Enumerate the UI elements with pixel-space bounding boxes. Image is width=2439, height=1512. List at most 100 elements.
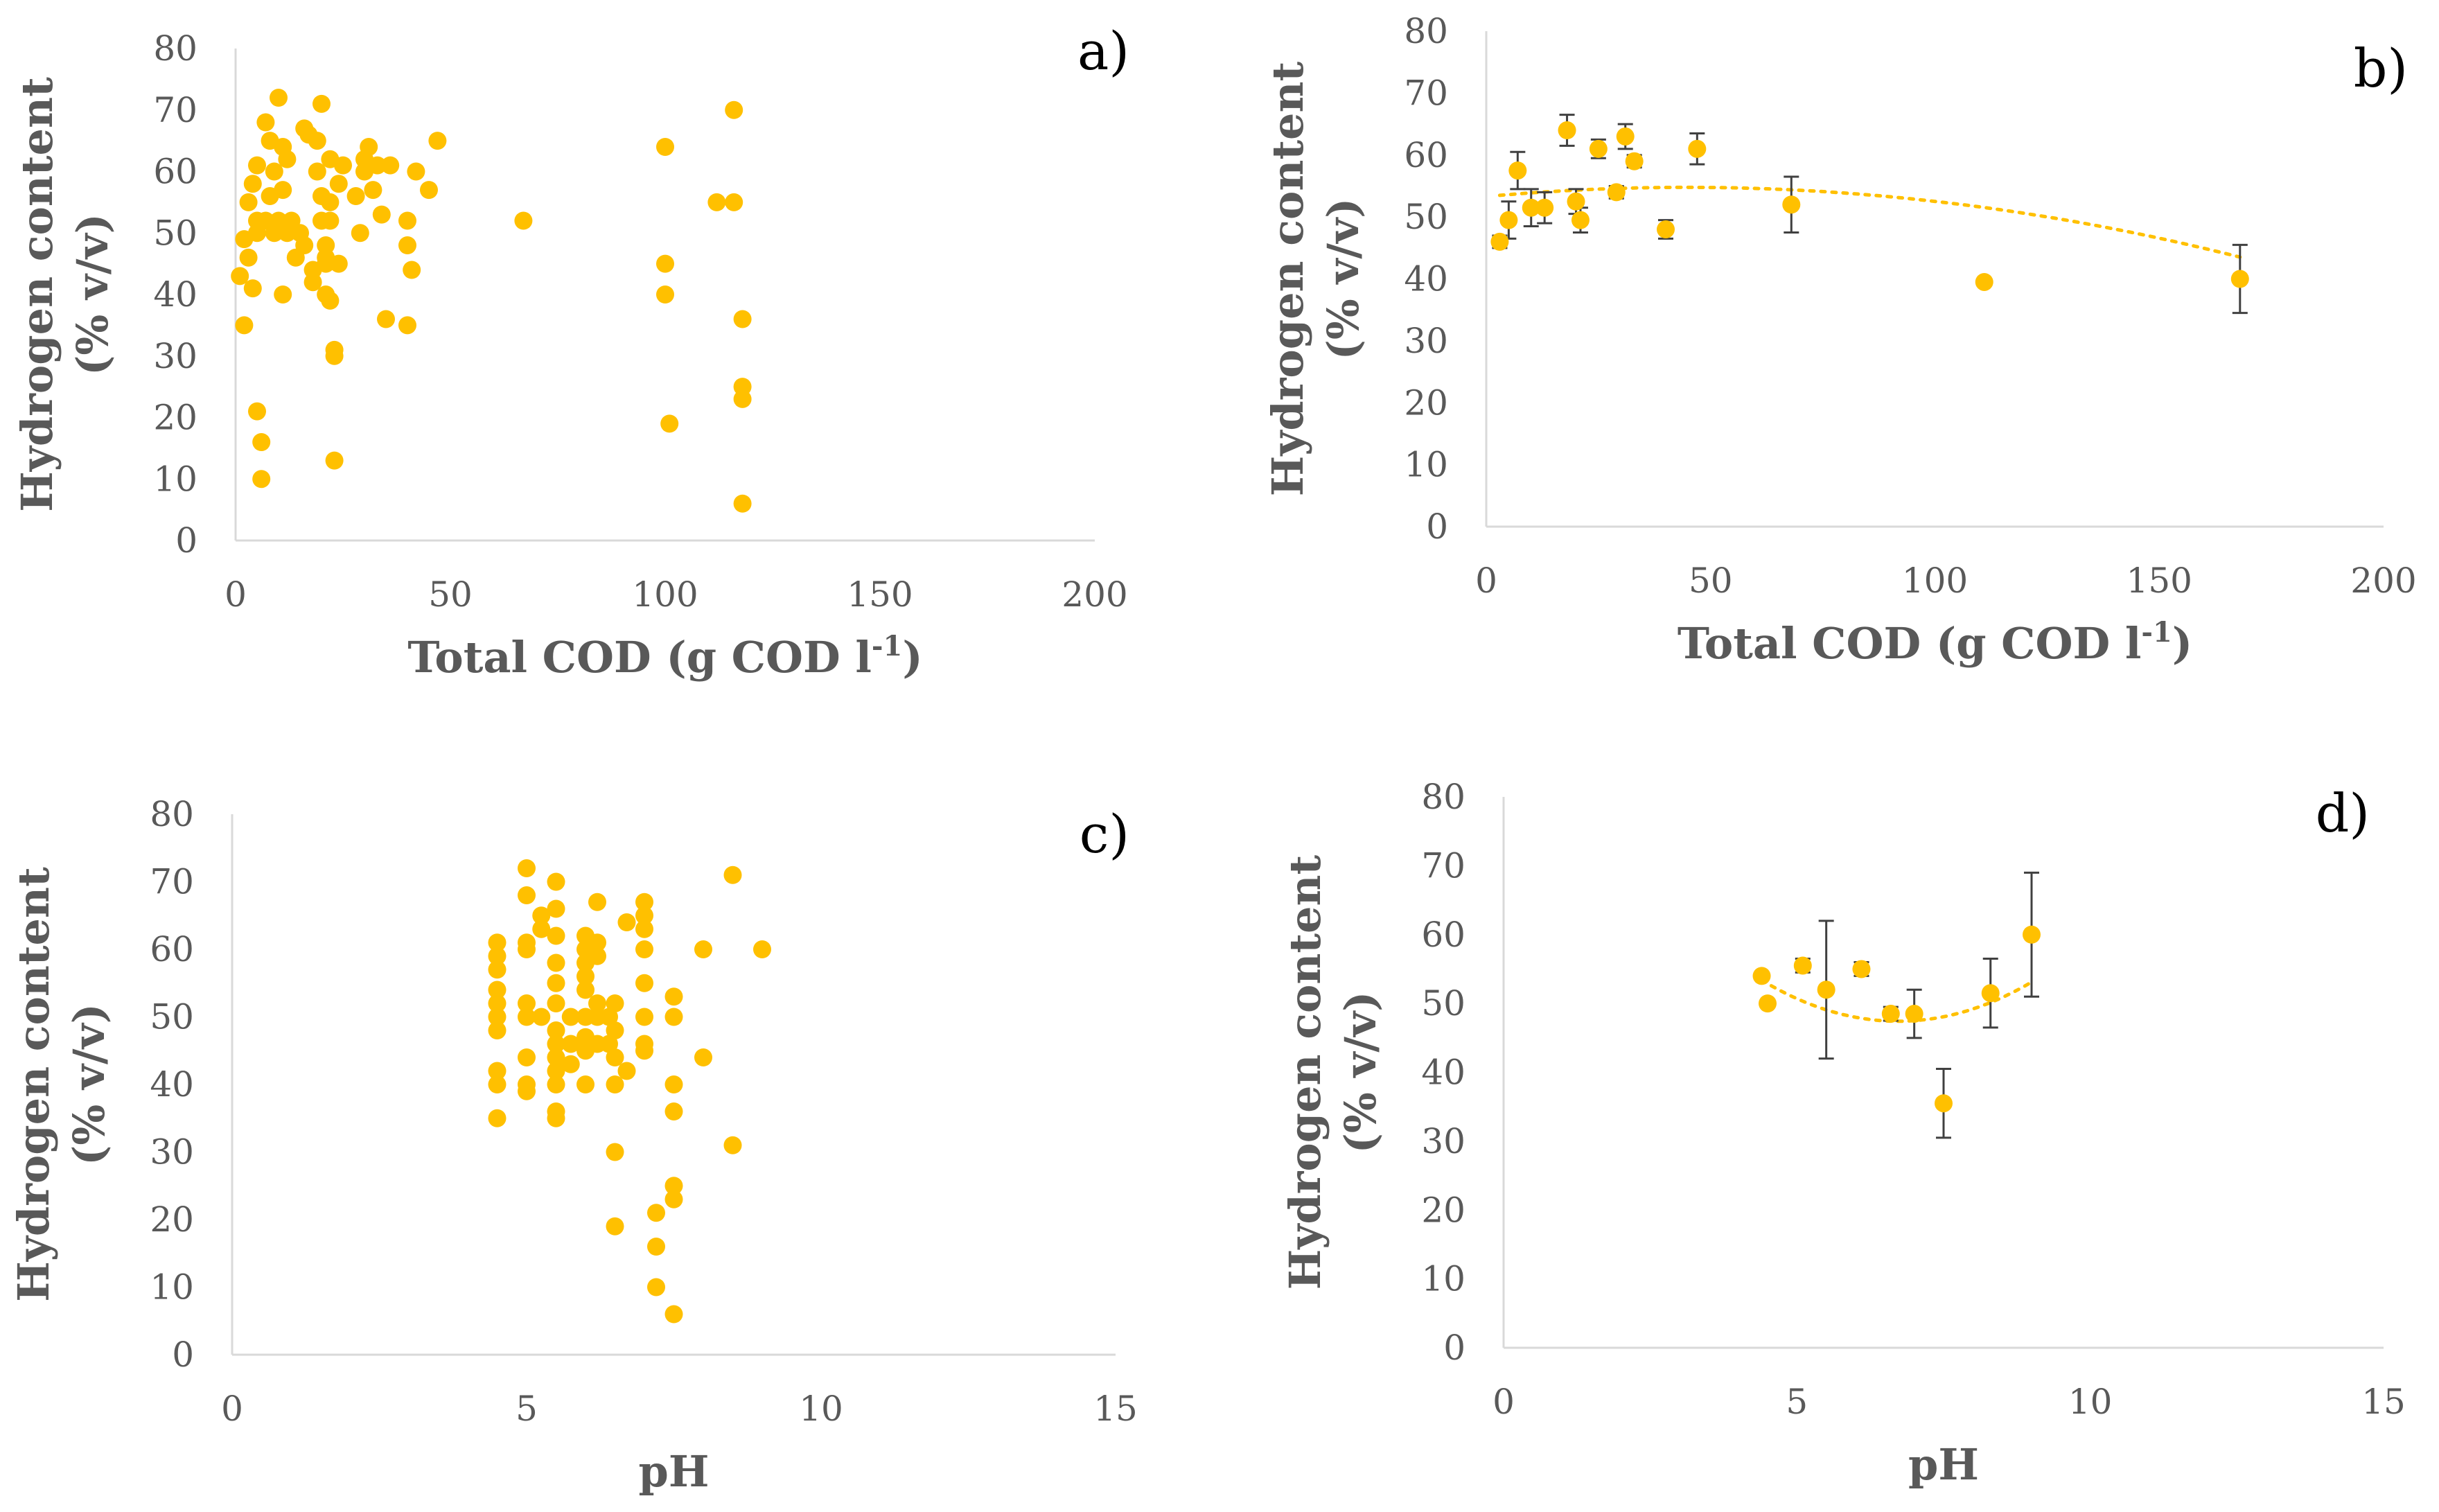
data-point xyxy=(407,162,425,181)
data-point xyxy=(1782,195,1801,214)
data-point xyxy=(420,181,438,200)
data-point xyxy=(723,1136,742,1154)
y-tick-label: 10 xyxy=(150,1267,194,1308)
data-point xyxy=(270,89,288,107)
data-point xyxy=(664,987,683,1006)
data-point xyxy=(635,1008,653,1026)
y-tick-label: 30 xyxy=(1404,321,1448,361)
data-point xyxy=(635,974,653,992)
data-point xyxy=(1571,211,1590,229)
data-point xyxy=(488,1008,507,1026)
data-point xyxy=(243,279,262,298)
data-point xyxy=(518,1008,536,1026)
data-point xyxy=(635,940,653,958)
data-point xyxy=(588,893,606,911)
data-point xyxy=(303,273,322,292)
data-point xyxy=(606,1143,624,1161)
data-point xyxy=(518,1082,536,1100)
data-point xyxy=(753,940,771,958)
data-point xyxy=(547,1062,565,1080)
data-point xyxy=(239,248,258,267)
y-tick-label: 50 xyxy=(153,213,197,253)
data-point xyxy=(635,893,653,911)
panel-4: 0 10 20 30 40 50 60 70 80 0 5 10 15 Hydrogen content(… xyxy=(1280,777,2406,1490)
x-axis-title-end: ) xyxy=(902,632,922,683)
data-point xyxy=(377,310,395,328)
data-point xyxy=(1490,232,1509,251)
y-tick-label: 20 xyxy=(150,1199,194,1240)
data-point xyxy=(274,285,292,304)
data-point xyxy=(1817,981,1835,999)
data-point xyxy=(576,1075,595,1093)
y-tick-label: 70 xyxy=(150,862,194,902)
data-point xyxy=(351,224,369,243)
x-axis-title: Total COD (g COD l-1) xyxy=(407,630,922,683)
data-point xyxy=(265,162,283,181)
data-point xyxy=(733,494,752,513)
data-point xyxy=(635,920,653,938)
data-point xyxy=(325,346,344,365)
data-point xyxy=(588,994,606,1012)
x-tick-label: 5 xyxy=(1786,1382,1808,1422)
data-point xyxy=(308,162,326,181)
y-tick-label: 40 xyxy=(1404,259,1448,299)
data-point xyxy=(660,414,679,433)
y-axis-unit: (% v/v) xyxy=(64,1003,114,1166)
data-point xyxy=(321,291,340,310)
data-point xyxy=(231,267,249,285)
data-point xyxy=(647,1204,665,1222)
panel-label: a) xyxy=(1077,20,1129,82)
data-point xyxy=(488,1109,507,1127)
data-point xyxy=(733,389,752,408)
y-tick-label: 60 xyxy=(150,929,194,969)
data-point xyxy=(488,947,507,965)
data-point xyxy=(372,205,391,224)
data-point xyxy=(235,316,254,335)
y-tick-label: 30 xyxy=(153,336,197,376)
x-axis-title: Total COD (g COD l-1) xyxy=(1678,616,2192,669)
data-point xyxy=(547,1075,565,1093)
data-point xyxy=(664,1075,683,1093)
y-tick-label: 0 xyxy=(172,1335,194,1375)
x-axis-title: pH xyxy=(639,1446,710,1497)
data-point xyxy=(1522,198,1540,217)
data-point xyxy=(321,193,340,211)
data-point xyxy=(252,470,271,489)
x-axis-title-main: pH xyxy=(639,1446,710,1497)
data-point xyxy=(248,402,266,421)
y-axis-title: Hydrogen content xyxy=(1262,61,1313,496)
x-axis-title-main: Total COD (g COD l xyxy=(407,632,872,683)
panel-label: d) xyxy=(2316,782,2370,844)
data-point xyxy=(278,150,297,168)
data-point xyxy=(1688,139,1707,158)
data-point xyxy=(1752,967,1771,985)
data-point xyxy=(398,236,416,254)
x-tick-label: 5 xyxy=(516,1389,538,1429)
data-point xyxy=(2230,270,2249,288)
x-tick-label: 150 xyxy=(847,574,913,615)
data-point xyxy=(617,1062,636,1080)
x-tick-label: 50 xyxy=(1689,561,1733,601)
y-tick-label: 10 xyxy=(1404,445,1448,485)
y-tick-label: 80 xyxy=(1421,777,1465,817)
y-tick-label: 30 xyxy=(150,1132,194,1172)
x-tick-label: 0 xyxy=(224,574,247,615)
data-point xyxy=(576,981,595,999)
data-point xyxy=(723,865,742,884)
data-point xyxy=(664,1102,683,1120)
data-point xyxy=(647,1278,665,1296)
data-point xyxy=(1657,220,1675,238)
data-point xyxy=(368,156,387,175)
y-tick-label: 20 xyxy=(1421,1190,1465,1230)
data-point xyxy=(733,310,752,328)
data-point xyxy=(635,1041,653,1060)
data-point xyxy=(606,1075,624,1093)
y-tick-label: 80 xyxy=(153,28,197,69)
y-tick-label: 80 xyxy=(150,794,194,834)
data-point xyxy=(647,1238,665,1256)
data-point xyxy=(547,994,565,1012)
data-point xyxy=(532,1008,551,1026)
y-tick-label: 60 xyxy=(1404,135,1448,175)
data-point xyxy=(518,886,536,904)
y-axis-unit: (% v/v) xyxy=(1335,992,1386,1154)
